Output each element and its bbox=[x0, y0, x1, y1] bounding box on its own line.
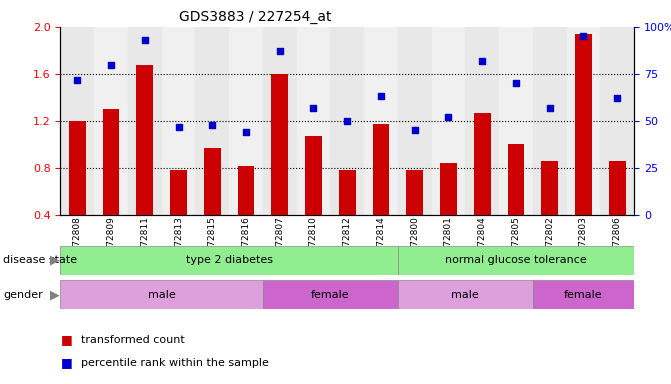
Text: gender: gender bbox=[3, 290, 43, 300]
Text: ■: ■ bbox=[60, 333, 72, 346]
Bar bbox=[507, 144, 525, 215]
Bar bbox=[60, 280, 263, 309]
Text: type 2 diabetes: type 2 diabetes bbox=[186, 255, 272, 265]
Bar bbox=[170, 170, 187, 215]
Bar bbox=[305, 136, 322, 215]
Point bbox=[241, 129, 252, 135]
Point bbox=[544, 105, 555, 111]
Bar bbox=[533, 280, 634, 309]
Bar bbox=[195, 27, 229, 215]
Bar bbox=[364, 27, 398, 215]
Point bbox=[308, 105, 319, 111]
Bar bbox=[575, 34, 592, 215]
Point bbox=[578, 33, 589, 40]
Text: normal glucose tolerance: normal glucose tolerance bbox=[445, 255, 587, 265]
Bar bbox=[398, 246, 634, 275]
Bar bbox=[271, 74, 288, 215]
Text: male: male bbox=[452, 290, 479, 300]
Bar bbox=[474, 113, 491, 215]
Bar bbox=[204, 148, 221, 215]
Bar bbox=[60, 246, 398, 275]
Text: female: female bbox=[311, 290, 350, 300]
Bar bbox=[136, 65, 153, 215]
Bar bbox=[533, 27, 566, 215]
Point bbox=[376, 93, 386, 99]
Bar bbox=[466, 27, 499, 215]
Bar bbox=[566, 27, 601, 215]
Text: male: male bbox=[148, 290, 176, 300]
Text: ▶: ▶ bbox=[50, 288, 60, 301]
Point bbox=[342, 118, 353, 124]
Bar bbox=[431, 27, 466, 215]
Point bbox=[443, 114, 454, 120]
Bar bbox=[229, 27, 263, 215]
Point bbox=[274, 48, 285, 55]
Text: transformed count: transformed count bbox=[81, 335, 185, 345]
Bar bbox=[499, 27, 533, 215]
Point bbox=[140, 37, 150, 43]
Bar bbox=[263, 280, 398, 309]
Text: ▶: ▶ bbox=[50, 254, 60, 266]
Text: percentile rank within the sample: percentile rank within the sample bbox=[81, 358, 268, 368]
Text: disease state: disease state bbox=[3, 255, 77, 265]
Bar bbox=[330, 27, 364, 215]
Point bbox=[207, 122, 217, 128]
Text: female: female bbox=[564, 290, 603, 300]
Bar bbox=[339, 170, 356, 215]
Bar bbox=[297, 27, 330, 215]
Bar bbox=[238, 166, 254, 215]
Bar bbox=[541, 161, 558, 215]
Bar bbox=[69, 121, 86, 215]
Bar bbox=[94, 27, 128, 215]
Bar bbox=[162, 27, 195, 215]
Point bbox=[105, 61, 116, 68]
Text: ■: ■ bbox=[60, 356, 72, 369]
Text: GDS3883 / 227254_at: GDS3883 / 227254_at bbox=[178, 10, 331, 23]
Bar bbox=[103, 109, 119, 215]
Bar bbox=[407, 170, 423, 215]
Point bbox=[409, 127, 420, 133]
Bar bbox=[128, 27, 162, 215]
Bar bbox=[601, 27, 634, 215]
Bar bbox=[440, 163, 457, 215]
Point bbox=[612, 95, 623, 101]
Point bbox=[477, 58, 488, 64]
Point bbox=[173, 124, 184, 130]
Bar bbox=[60, 27, 94, 215]
Bar bbox=[398, 280, 533, 309]
Bar bbox=[398, 27, 431, 215]
Bar bbox=[372, 124, 389, 215]
Point bbox=[511, 80, 521, 86]
Bar bbox=[263, 27, 297, 215]
Point bbox=[72, 76, 83, 83]
Bar bbox=[609, 161, 625, 215]
